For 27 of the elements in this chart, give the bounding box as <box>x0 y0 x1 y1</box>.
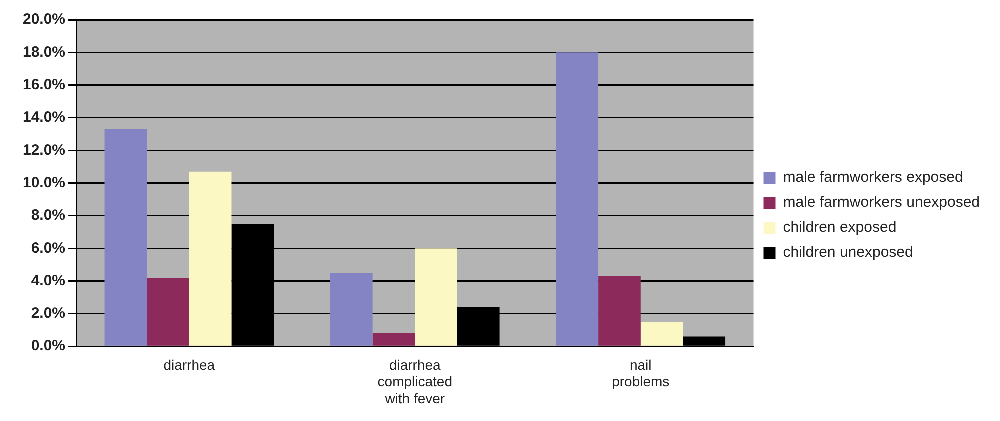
x-tick-label: nail problems <box>612 356 670 390</box>
y-tick-label: 0.0% <box>31 338 66 355</box>
legend-label: male farmworkers exposed <box>783 169 964 186</box>
bar <box>147 278 190 346</box>
bar <box>415 248 458 346</box>
y-tick-label: 16.0% <box>22 76 66 94</box>
bar <box>598 276 641 346</box>
y-tick-label: 8.0% <box>31 207 66 224</box>
bar <box>640 322 684 346</box>
y-tick-label: 2.0% <box>31 305 66 322</box>
y-tick-label: 20.0% <box>22 11 66 28</box>
bar <box>556 52 599 346</box>
bar <box>372 334 416 346</box>
y-tick-label: 6.0% <box>31 240 66 257</box>
legend-label: children unexposed <box>783 244 914 262</box>
y-tick-label: 10.0% <box>22 174 66 192</box>
bar <box>189 172 232 346</box>
y-tick-label: 4.0% <box>31 272 66 290</box>
y-tick-label: 14.0% <box>22 109 66 126</box>
x-tick-label: diarrhea <box>164 356 216 373</box>
y-tick-label: 18.0% <box>22 44 66 61</box>
bar <box>330 273 373 346</box>
legend-label: children exposed <box>783 219 897 236</box>
y-tick-label: 12.0% <box>22 142 66 159</box>
bar <box>104 129 148 346</box>
legend-label: male farmworkers unexposed <box>783 194 980 212</box>
x-tick-label: diarrhea complicated with fever <box>378 356 452 406</box>
